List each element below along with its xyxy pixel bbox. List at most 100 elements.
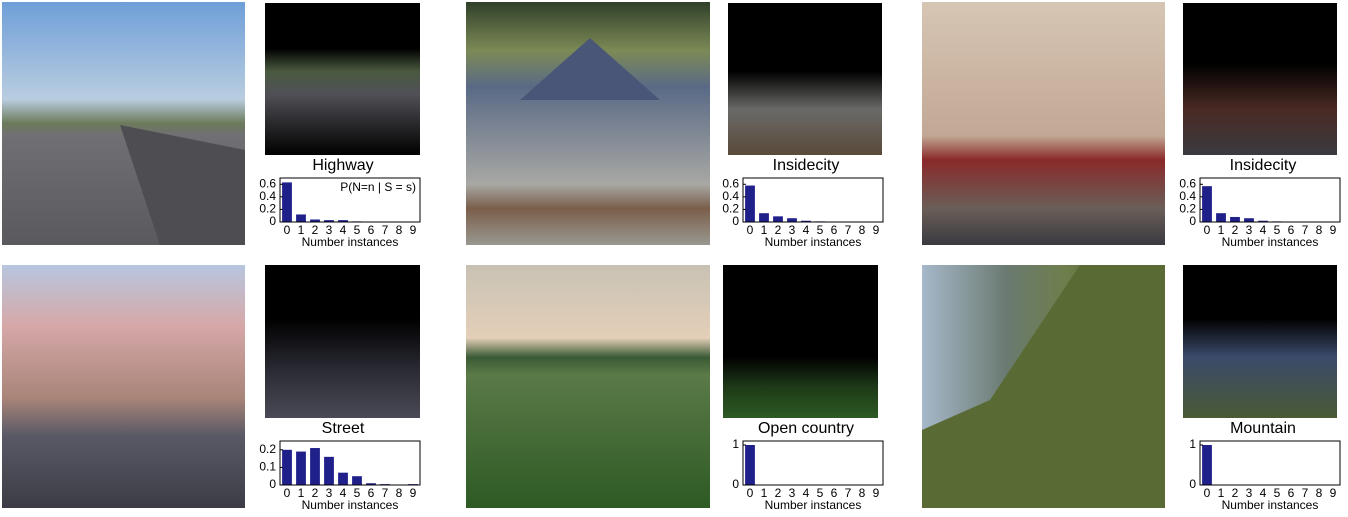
y-tick-label: 0	[1189, 477, 1196, 491]
masked-photo	[723, 265, 878, 418]
x-tick-label: 6	[831, 486, 838, 500]
x-tick-label: 5	[354, 223, 361, 237]
photo-detail	[120, 125, 245, 245]
y-tick-label: 0.6	[722, 176, 739, 190]
x-tick-label: 0	[284, 486, 291, 500]
y-tick-label: 0.1	[259, 460, 276, 474]
y-tick-label: 1	[1189, 437, 1196, 451]
y-tick-label: 0.6	[1179, 176, 1196, 190]
x-axis-label: Number instances	[302, 498, 399, 512]
x-tick-label: 0	[1204, 486, 1211, 500]
x-tick-label: 8	[396, 486, 403, 500]
y-tick-label: 0.4	[1179, 189, 1196, 203]
x-tick-label: 9	[410, 223, 417, 237]
x-tick-label: 1	[1218, 486, 1225, 500]
bar	[1244, 218, 1254, 222]
x-tick-label: 4	[1260, 486, 1267, 500]
x-tick-label: 4	[340, 223, 347, 237]
x-tick-label: 3	[789, 223, 796, 237]
plot-frame	[1199, 440, 1341, 486]
bar	[296, 214, 306, 222]
x-tick-label: 8	[859, 223, 866, 237]
bar	[1202, 445, 1212, 485]
x-tick-label: 8	[859, 486, 866, 500]
x-tick-label: 0	[1204, 223, 1211, 237]
photo-detail	[922, 265, 1165, 508]
photo	[922, 2, 1165, 245]
bar	[352, 476, 362, 485]
y-tick-label: 0.2	[1179, 202, 1196, 216]
x-tick-label: 7	[382, 223, 389, 237]
chart-title: Insidecity	[773, 157, 840, 174]
x-tick-label: 6	[1288, 486, 1295, 500]
x-tick-label: 1	[298, 223, 305, 237]
x-tick-label: 3	[1246, 223, 1253, 237]
x-tick-label: 7	[845, 223, 852, 237]
bar	[338, 472, 348, 485]
x-tick-label: 7	[845, 486, 852, 500]
x-tick-label: 3	[326, 486, 333, 500]
bar	[296, 451, 306, 485]
bar	[759, 213, 769, 222]
x-tick-label: 1	[298, 486, 305, 500]
y-tick-label: 0	[269, 477, 276, 491]
chart-title: Highway	[312, 157, 373, 174]
x-tick-label: 6	[1288, 223, 1295, 237]
masked-photo	[728, 3, 882, 155]
x-tick-label: 1	[761, 486, 768, 500]
plot-frame	[742, 177, 884, 223]
chart-title: Open country	[758, 420, 854, 437]
photo-detail	[520, 38, 660, 100]
x-tick-label: 3	[326, 223, 333, 237]
bar	[310, 448, 320, 485]
bar	[324, 220, 334, 222]
bar	[1216, 213, 1226, 222]
x-tick-label: 4	[803, 223, 810, 237]
x-tick-label: 8	[396, 223, 403, 237]
bar	[1202, 186, 1212, 222]
photo	[466, 265, 710, 508]
x-tick-label: 4	[803, 486, 810, 500]
masked-photo	[265, 3, 420, 155]
x-tick-label: 5	[1274, 486, 1281, 500]
bar	[745, 445, 755, 485]
plot-frame	[279, 440, 421, 486]
x-tick-label: 6	[368, 223, 375, 237]
bar	[801, 220, 811, 222]
x-tick-label: 0	[747, 223, 754, 237]
x-tick-label: 0	[284, 223, 291, 237]
y-tick-label: 0.2	[722, 202, 739, 216]
x-tick-label: 5	[354, 486, 361, 500]
bar	[310, 219, 320, 222]
x-tick-label: 8	[1316, 486, 1323, 500]
masked-photo	[1183, 3, 1337, 155]
bar	[787, 218, 797, 222]
y-tick-label: 1	[732, 437, 739, 451]
y-tick-label: 0	[732, 477, 739, 491]
bar	[338, 220, 348, 222]
y-tick-label: 0.4	[259, 189, 276, 203]
photo	[2, 265, 245, 508]
bar	[324, 456, 334, 485]
x-tick-label: 1	[1218, 223, 1225, 237]
masked-photo	[1183, 265, 1337, 418]
x-tick-label: 1	[761, 223, 768, 237]
chart-title: Insidecity	[1230, 157, 1297, 174]
y-tick-label: 0.4	[722, 189, 739, 203]
bar	[282, 182, 292, 222]
plot-frame	[279, 177, 421, 223]
y-tick-label: 0	[269, 214, 276, 228]
x-axis-label: Number instances	[765, 498, 862, 512]
x-tick-label: 6	[368, 486, 375, 500]
x-tick-label: 2	[312, 486, 319, 500]
x-tick-label: 6	[831, 223, 838, 237]
x-tick-label: 2	[1232, 486, 1239, 500]
photos	[2, 2, 1337, 508]
y-tick-label: 0.2	[259, 442, 276, 456]
bar	[282, 449, 292, 485]
x-tick-label: 5	[817, 486, 824, 500]
bar	[1230, 216, 1240, 222]
x-tick-label: 5	[1274, 223, 1281, 237]
x-tick-label: 7	[1302, 223, 1309, 237]
